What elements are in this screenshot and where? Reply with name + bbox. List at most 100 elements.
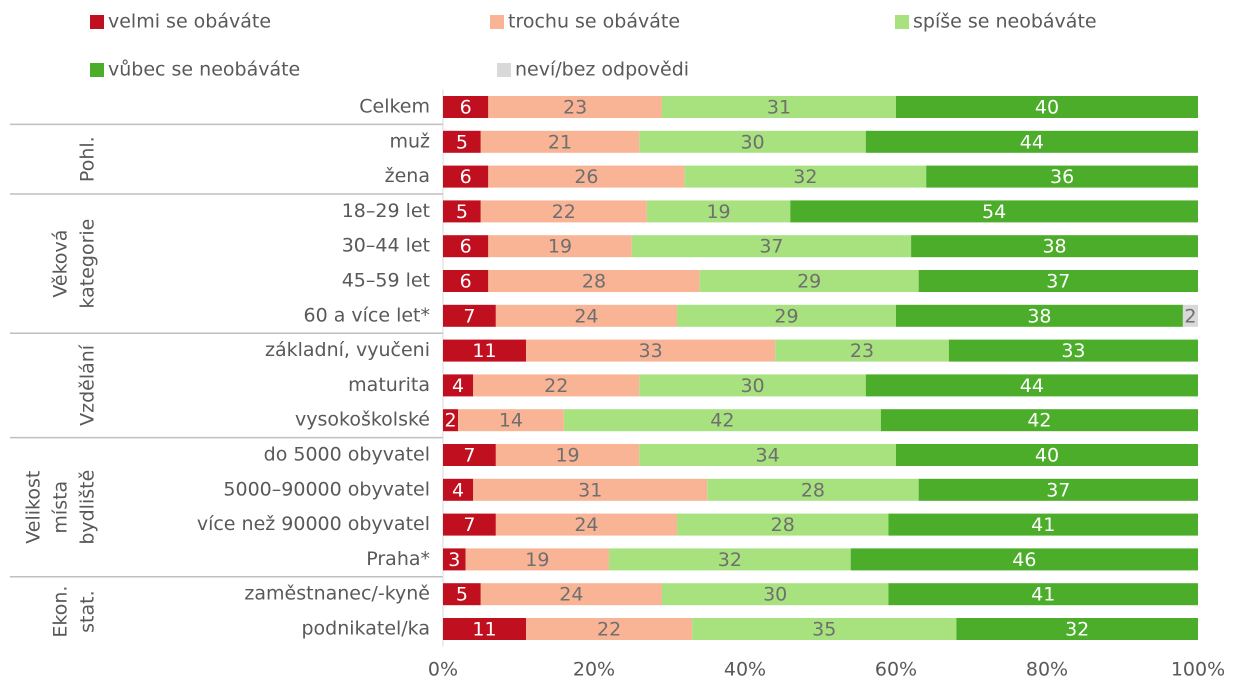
bar-segment (888, 583, 1198, 606)
bar-segment (443, 200, 481, 223)
value-label: 33 (639, 340, 663, 362)
bar-segment (443, 444, 496, 466)
bar-segment (639, 130, 866, 153)
value-label: 28 (771, 514, 795, 536)
bar-segment (707, 478, 919, 501)
bar-segment (661, 96, 896, 118)
category-label: 45–59 let (342, 270, 430, 292)
category-label: 30–44 let (342, 235, 430, 257)
category-label: vysokoškolské (295, 409, 430, 431)
legend-label: spíše se neobáváte (913, 11, 1097, 33)
category-label: Celkem (359, 96, 430, 118)
legend-label: neví/bez odpovědi (515, 59, 689, 81)
category-label: více než 90000 obyvatel (197, 513, 430, 535)
bar-segment (480, 200, 647, 223)
bar-segment (661, 583, 889, 606)
category-label: zaměstnanec/-kyně (244, 583, 430, 605)
value-label: 19 (548, 236, 572, 258)
value-label: 32 (793, 166, 817, 188)
legend-label: vůbec se neobáváte (108, 59, 300, 81)
category-label: 5000–90000 obyvatel (223, 478, 430, 500)
value-label: 34 (756, 445, 780, 467)
category-label: 18–29 let (342, 200, 430, 222)
bar-segment (775, 339, 949, 362)
legend-label: trochu se obáváte (508, 11, 680, 33)
bar-segment (692, 618, 957, 640)
x-tick-label: 40% (724, 659, 766, 681)
value-label: 37 (759, 236, 783, 258)
category-label: do 5000 obyvatel (264, 444, 430, 466)
bar-segment (677, 513, 889, 536)
value-label: 41 (1031, 584, 1055, 606)
group-label: Velikost (23, 471, 45, 544)
category-label: 60 a více let* (303, 304, 430, 326)
x-tick-label: 0% (428, 659, 458, 681)
category-label: Praha* (366, 548, 430, 570)
value-label: 23 (850, 340, 874, 362)
bar-segment (488, 235, 632, 258)
value-label: 23 (563, 97, 587, 119)
value-label: 32 (1065, 619, 1089, 641)
value-label: 32 (718, 549, 742, 571)
value-label: 5 (456, 584, 468, 606)
bar-segment (896, 96, 1198, 118)
value-label: 4 (452, 479, 464, 501)
value-label: 11 (472, 340, 496, 362)
bar-segment (1182, 304, 1198, 327)
value-label: 30 (740, 131, 764, 153)
value-label: 44 (1020, 131, 1044, 153)
bar-segment (458, 409, 564, 432)
bar-segment (443, 583, 481, 606)
value-label: 24 (574, 514, 598, 536)
value-label: 42 (1027, 410, 1051, 432)
value-label: 5 (456, 131, 468, 153)
value-label: 6 (460, 236, 472, 258)
value-label: 2 (1184, 305, 1196, 327)
bar-segment (465, 548, 610, 571)
value-label: 38 (1027, 305, 1051, 327)
group-label: Pohl. (77, 136, 99, 182)
value-label: 22 (552, 201, 576, 223)
bar-segment (926, 165, 1198, 188)
bar-segment (443, 96, 489, 118)
bar-segment (526, 618, 693, 640)
bar-segment (443, 130, 481, 153)
bar-segment (495, 304, 678, 327)
bar-segment (443, 165, 489, 188)
category-label: maturita (348, 374, 430, 396)
x-tick-label: 80% (1026, 659, 1068, 681)
value-label: 5 (456, 201, 468, 223)
value-label: 6 (460, 166, 472, 188)
bar-segment (443, 339, 527, 362)
category-label: žena (385, 165, 430, 187)
value-label: 26 (574, 166, 598, 188)
value-label: 7 (463, 514, 475, 536)
legend-swatch (497, 63, 511, 77)
category-label: podnikatel/ka (301, 618, 430, 640)
bar-segment (480, 130, 640, 153)
x-tick-label: 20% (573, 659, 615, 681)
bar-segment (488, 96, 662, 118)
bar-segment (699, 270, 919, 292)
legend-swatch (90, 63, 104, 77)
value-label: 37 (1046, 271, 1070, 293)
value-label: 19 (525, 549, 549, 571)
group-label: místa (50, 481, 72, 534)
value-label: 42 (710, 410, 734, 432)
bar-segment (488, 165, 685, 188)
value-label: 2 (445, 410, 457, 432)
bar-segment (646, 200, 791, 223)
value-label: 36 (1050, 166, 1074, 188)
bar-segment (495, 513, 678, 536)
value-label: 28 (582, 271, 606, 293)
bar-segment (880, 409, 1198, 432)
bar-segment (790, 200, 1198, 223)
bar-segment (684, 165, 927, 188)
value-label: 24 (559, 584, 583, 606)
value-label: 30 (763, 584, 787, 606)
bar-segment (896, 304, 1183, 327)
legend-swatch (895, 15, 909, 29)
value-label: 4 (452, 375, 464, 397)
value-label: 21 (548, 131, 572, 153)
category-label: muž (389, 130, 430, 152)
